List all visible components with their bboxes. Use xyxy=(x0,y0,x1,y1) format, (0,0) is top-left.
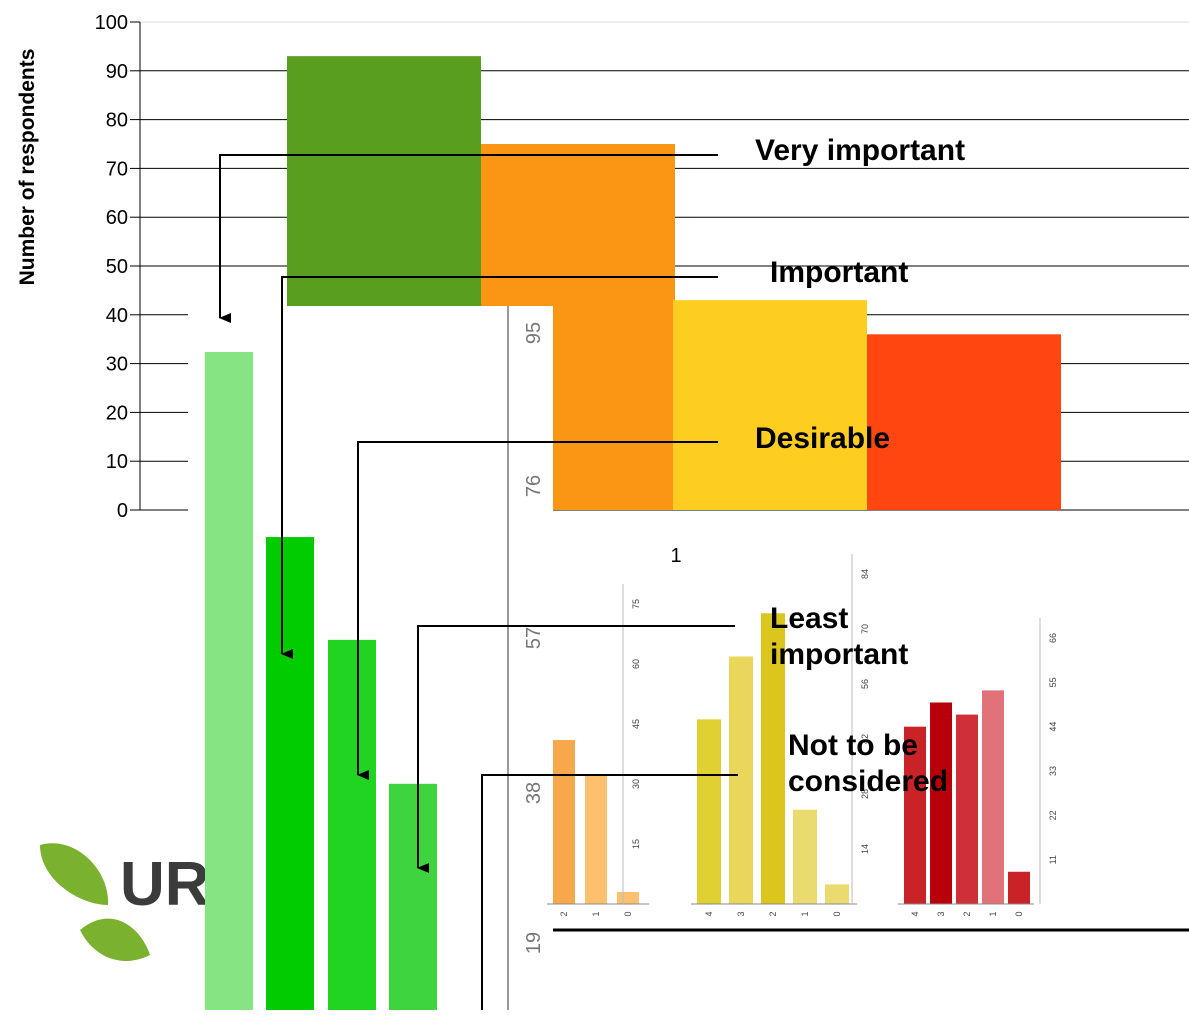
callout-very-important-label: Very important xyxy=(755,134,965,167)
y-tick-label: 80 xyxy=(106,110,128,132)
logo-text: UR xyxy=(120,850,210,919)
inset-orange-bar xyxy=(585,776,607,904)
inset-red-tick-label: 44 xyxy=(1048,722,1058,732)
callout-not-to-be-considered-arrow xyxy=(481,774,738,1010)
y-tick-label: 20 xyxy=(106,402,128,424)
inset-yellow-category-label: 3 xyxy=(736,911,746,916)
inset-yellow-tick-label: 84 xyxy=(860,569,870,579)
inset-orange-category-label: 0 xyxy=(623,911,633,916)
bar-desirable xyxy=(673,300,867,510)
y-tick-label: 40 xyxy=(106,305,128,327)
inset-yellow-tick-label: 56 xyxy=(860,679,870,689)
inset-green-bar xyxy=(389,783,437,1010)
y-tick-label: 70 xyxy=(106,158,128,180)
inset-orange-bar xyxy=(617,892,639,904)
inset-orange-tick-label: 15 xyxy=(631,839,641,849)
inset-tick-label: 95 xyxy=(523,322,545,344)
inset-yellow-tick-label: 28 xyxy=(860,789,870,799)
inset-red-category-label: 4 xyxy=(910,911,920,916)
y-tick-label: 100 xyxy=(95,12,128,34)
inset-yellow-category-label: 1 xyxy=(800,911,810,916)
inset-yellow-bar xyxy=(697,719,721,904)
bar-least-important xyxy=(867,334,1061,510)
inset-orange-tick-label: 45 xyxy=(631,719,641,729)
inset-yellow-category-label: 4 xyxy=(704,911,714,916)
inset-red-category-label: 0 xyxy=(1014,911,1024,916)
inset-yellow-bar xyxy=(761,613,785,904)
inset-tick-label: 38 xyxy=(523,782,545,804)
inset-yellow-tick-label: 70 xyxy=(860,624,870,634)
callout-very-important-arrow xyxy=(219,154,718,323)
inset-tick-label: 19 xyxy=(523,932,545,954)
inset-green-bar xyxy=(205,352,253,1010)
callout-desirable-arrow xyxy=(357,441,718,780)
inset-red-category-label: 1 xyxy=(988,911,998,916)
callout-important-label: Important xyxy=(770,256,908,289)
callout-not-to-be-considered-label: considered xyxy=(788,765,948,798)
inset-orange-tick-label: 60 xyxy=(631,659,641,669)
inset-orange-category-label: 1 xyxy=(591,911,601,916)
inset-red-bar xyxy=(904,726,926,904)
y-tick-label: 90 xyxy=(106,61,128,83)
inset-orange-tick-label: 30 xyxy=(631,779,641,789)
inset-red-bar xyxy=(982,690,1004,904)
callout-least-important-arrow xyxy=(417,625,735,873)
logo-leaf-icon xyxy=(40,843,109,905)
inset-red-category-label: 2 xyxy=(962,911,972,916)
x-tick-label: 1 xyxy=(670,545,681,567)
y-axis-label: Number of respondents xyxy=(16,48,39,286)
callout-least-important-label: Least xyxy=(770,602,848,635)
inset-tick-label: 76 xyxy=(523,475,545,497)
inset-red-bar xyxy=(1008,871,1030,904)
y-tick-label: 0 xyxy=(117,500,128,522)
inset-yellow-bar xyxy=(729,656,753,904)
inset-tick-label: 57 xyxy=(523,627,545,649)
callout-least-important-label: important xyxy=(770,638,908,671)
inset-yellow-bar xyxy=(825,884,849,904)
logo-leaf-icon xyxy=(80,918,150,961)
inset-red-bar xyxy=(956,714,978,904)
inset-orange-tick-label: 75 xyxy=(631,599,641,609)
inset-yellow-tick-label: 14 xyxy=(860,844,870,854)
inset-orange-category-label: 2 xyxy=(559,911,569,916)
inset-red-category-label: 3 xyxy=(936,911,946,916)
inset-orange-bar xyxy=(553,740,575,904)
inset-green-bar xyxy=(328,639,376,1010)
y-tick-label: 60 xyxy=(106,207,128,229)
inset-red-tick-label: 11 xyxy=(1048,855,1058,864)
inset-green-bar xyxy=(266,537,314,1010)
y-tick-label: 50 xyxy=(106,256,128,278)
inset-yellow-category-label: 2 xyxy=(768,911,778,916)
inset-red-bar xyxy=(930,702,952,904)
inset-yellow-tick-label: 42 xyxy=(860,734,870,744)
callout-not-to-be-considered-label: Not to be xyxy=(788,729,918,762)
inset-red-tick-label: 66 xyxy=(1048,633,1058,643)
inset-red-tick-label: 55 xyxy=(1048,677,1058,687)
inset-red-tick-label: 22 xyxy=(1048,810,1058,820)
inset-yellow-bar xyxy=(793,809,817,904)
callout-important-arrow xyxy=(281,276,718,659)
y-tick-label: 30 xyxy=(106,354,128,376)
callout-desirable-label: Desirable xyxy=(755,422,890,455)
inset-red-tick-label: 33 xyxy=(1048,766,1058,776)
inset-yellow-category-label: 0 xyxy=(832,911,842,916)
y-tick-label: 10 xyxy=(106,451,128,473)
